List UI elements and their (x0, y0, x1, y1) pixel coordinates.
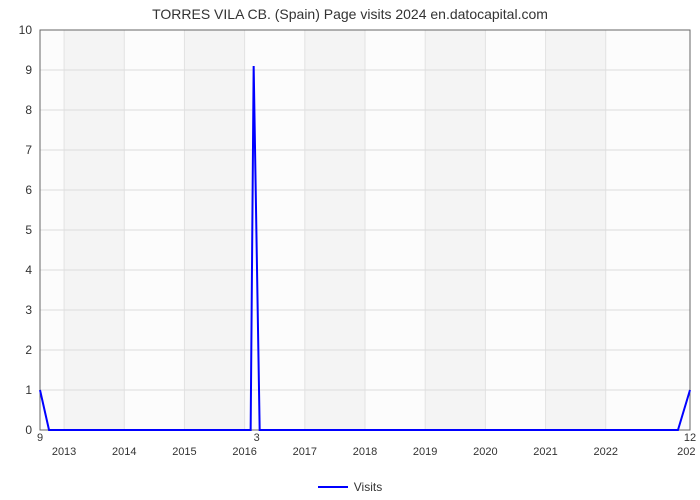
chart-legend: Visits (0, 480, 700, 494)
y-tick-label: 10 (0, 23, 32, 37)
y-tick-label: 6 (0, 183, 32, 197)
plot-area (40, 30, 690, 430)
y-tick-label: 4 (0, 263, 32, 277)
data-point-label: 9 (37, 432, 43, 444)
data-point-label: 12 (684, 432, 696, 444)
x-tick-label: 2019 (413, 446, 437, 458)
x-tick-label: 2015 (172, 446, 196, 458)
y-tick-label: 3 (0, 303, 32, 317)
data-point-label: 3 (254, 432, 260, 444)
x-tick-label: 2014 (112, 446, 136, 458)
visits-chart: TORRES VILA CB. (Spain) Page visits 2024… (0, 0, 700, 500)
y-tick-label: 7 (0, 143, 32, 157)
x-tick-label: 2022 (593, 446, 617, 458)
legend-label: Visits (354, 480, 382, 494)
y-tick-label: 9 (0, 63, 32, 77)
x-tick-label: 202 (677, 446, 695, 458)
x-tick-label: 2017 (293, 446, 317, 458)
x-tick-label: 2013 (52, 446, 76, 458)
x-tick-label: 2021 (533, 446, 557, 458)
x-tick-label: 2018 (353, 446, 377, 458)
y-tick-label: 2 (0, 343, 32, 357)
legend-line-icon (318, 486, 348, 488)
plot-svg (40, 30, 690, 430)
x-tick-label: 2020 (473, 446, 497, 458)
y-tick-label: 0 (0, 423, 32, 437)
chart-title: TORRES VILA CB. (Spain) Page visits 2024… (0, 6, 700, 22)
y-tick-label: 1 (0, 383, 32, 397)
x-tick-label: 2016 (232, 446, 256, 458)
y-tick-label: 8 (0, 103, 32, 117)
y-tick-label: 5 (0, 223, 32, 237)
